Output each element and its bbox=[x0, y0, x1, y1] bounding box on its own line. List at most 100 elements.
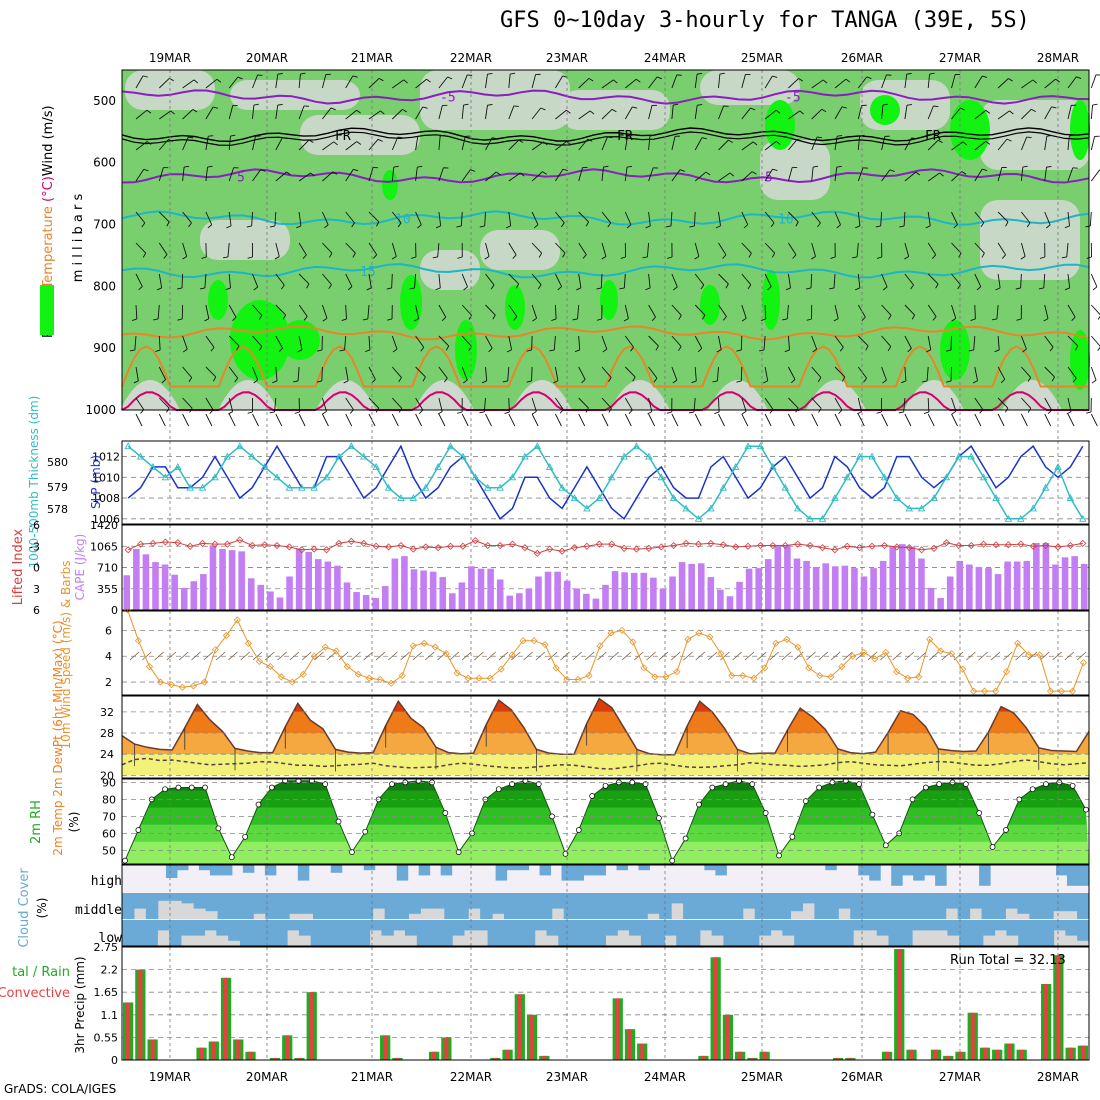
wind-barb bbox=[648, 105, 653, 120]
wind-barb bbox=[555, 75, 563, 89]
rh-dry-patch bbox=[480, 230, 560, 270]
wind-barb bbox=[787, 167, 793, 182]
surface-barb bbox=[695, 651, 706, 661]
wind-barb-flag bbox=[322, 410, 327, 415]
wind-barb bbox=[927, 74, 931, 89]
wind-barb-flag bbox=[861, 316, 866, 321]
cloud-cell-low bbox=[487, 920, 500, 946]
rh-dry-patch bbox=[200, 220, 290, 260]
cloud-cell-high bbox=[539, 865, 552, 876]
wind-barb bbox=[951, 211, 958, 225]
wind-speed-marker bbox=[134, 637, 143, 645]
cloud-frame bbox=[121, 864, 1090, 947]
wind-barb-flag bbox=[939, 172, 944, 177]
wind-barb-flag bbox=[420, 347, 425, 352]
cloud-cell-low bbox=[699, 920, 713, 931]
wind-barb bbox=[974, 110, 987, 120]
cloud-cell-low bbox=[1065, 920, 1078, 936]
wind-barb bbox=[485, 171, 497, 182]
cloud-cell-low bbox=[145, 920, 158, 946]
wind-barb-flag bbox=[562, 252, 566, 258]
wind-barb bbox=[205, 211, 213, 225]
wind-barb bbox=[1090, 169, 1100, 182]
rh2m-marker bbox=[696, 801, 702, 808]
wind-barb bbox=[881, 105, 884, 120]
wind-barb-flag bbox=[751, 171, 757, 175]
rh2m-marker bbox=[1029, 786, 1036, 793]
wind-barb-flag bbox=[904, 256, 909, 260]
wind-barb bbox=[904, 137, 913, 151]
thickness-marker bbox=[1004, 514, 1013, 522]
surface-barb bbox=[1003, 651, 1013, 661]
wind-barb bbox=[298, 242, 307, 256]
wind-barb-flag bbox=[882, 103, 888, 106]
wind-barb-flag bbox=[608, 377, 612, 382]
rh2m-marker bbox=[389, 781, 395, 787]
wind-barb bbox=[601, 136, 608, 151]
wind-barb-flag bbox=[403, 79, 408, 84]
wind-barb bbox=[391, 167, 395, 182]
cape-bar bbox=[803, 560, 810, 610]
wind-barb-flag bbox=[680, 169, 686, 172]
precip-bar-rain bbox=[383, 1035, 388, 1060]
cloud-cell-low bbox=[416, 920, 430, 946]
lifted-index-marker bbox=[719, 541, 727, 549]
wind-barb-flag bbox=[380, 110, 385, 115]
wind-barb-flag bbox=[752, 141, 758, 146]
surface-barb bbox=[154, 651, 164, 661]
cape-bar bbox=[908, 546, 916, 610]
cape-bar bbox=[688, 563, 695, 610]
wind-barb bbox=[1020, 273, 1022, 289]
cloud-cell-middle bbox=[193, 893, 207, 909]
thickness-marker bbox=[818, 514, 827, 522]
wind-barb-flag bbox=[540, 107, 546, 111]
thickness-marker bbox=[843, 473, 852, 481]
date-label-bottom: 28MAR bbox=[1037, 1070, 1079, 1084]
wind-speed-marker bbox=[1035, 651, 1044, 659]
cloud-cell-low bbox=[688, 920, 701, 946]
contour-label: 10 bbox=[395, 212, 411, 227]
cloud-cell-middle bbox=[133, 893, 147, 909]
lifted-index-marker bbox=[781, 541, 789, 550]
cloud-cell-low bbox=[864, 920, 878, 931]
cloud-cell-middle bbox=[862, 893, 875, 919]
wind-barb bbox=[601, 335, 608, 350]
thickness-marker bbox=[174, 462, 182, 470]
cloud-cell-middle bbox=[492, 893, 505, 914]
wind-barb bbox=[345, 366, 349, 381]
cloud-cell-middle bbox=[1065, 893, 1078, 912]
wind-barb-flag bbox=[445, 345, 450, 351]
date-label-top: 21MAR bbox=[351, 51, 393, 65]
thickness-tick: 580 bbox=[47, 456, 68, 469]
wind-barb bbox=[1043, 273, 1046, 288]
thickness-marker bbox=[868, 452, 876, 460]
wind-barb-flag bbox=[366, 287, 372, 291]
wind-barb-flag bbox=[463, 103, 469, 106]
wind-barb-flag bbox=[1026, 222, 1031, 228]
wind-barb bbox=[997, 273, 1001, 288]
wind-barb-flag bbox=[852, 256, 858, 259]
rh-moist-blob bbox=[1070, 330, 1090, 390]
wind-barb bbox=[321, 304, 328, 319]
wind-barb bbox=[555, 242, 566, 254]
cloud-cell-high bbox=[935, 865, 947, 886]
wind-barb bbox=[927, 172, 940, 182]
cape-bar bbox=[516, 593, 523, 610]
precip-bar-rain bbox=[444, 1037, 449, 1060]
precip-bar-rain bbox=[958, 1051, 963, 1060]
wind-barb bbox=[1044, 211, 1051, 226]
wind-barb bbox=[1090, 335, 1100, 347]
lifted-index-marker bbox=[360, 539, 368, 547]
surface-wind-barb bbox=[182, 413, 190, 427]
wind-barb bbox=[624, 397, 633, 411]
cloud-cell-middle bbox=[814, 893, 827, 919]
wind-barb bbox=[951, 141, 964, 151]
wind-barb-flag bbox=[882, 286, 888, 291]
lifted-index-marker bbox=[471, 537, 479, 545]
wind-barb bbox=[694, 74, 698, 89]
cloud-label: Cloud Cover bbox=[17, 868, 32, 948]
thickness-marker bbox=[421, 483, 430, 491]
wind-barb-flag bbox=[222, 256, 229, 259]
thickness-marker bbox=[136, 452, 145, 460]
wind-barb-flag bbox=[188, 377, 193, 383]
